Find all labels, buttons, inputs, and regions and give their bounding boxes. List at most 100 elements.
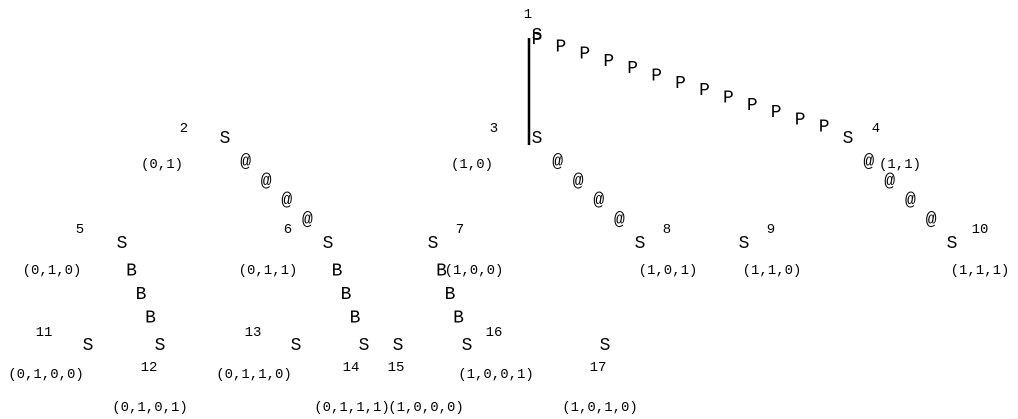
node-address-label: (1,0,0,0) [388,400,464,416]
edge-marker: P [747,96,758,116]
edge-marker: B [136,285,147,305]
edge-marker: P [627,59,638,79]
edge-marker: @ [281,191,292,211]
node-5: S 5 (0,1,0) [23,222,128,279]
edge-marker: @ [240,152,251,172]
node-symbol: S [600,336,611,356]
node-symbol: S [739,234,750,254]
node-14: S 14 (0,1,1,1) [314,336,390,416]
node-9: S 9 (1,1,0) [739,222,802,279]
edge-marker: B [350,309,361,329]
edge-marker: B [453,309,464,329]
node-7: S 7 (1,0,0) [428,222,504,279]
edge-marker: @ [614,211,625,231]
node-number-label: 9 [767,222,775,238]
node-symbol: S [947,234,958,254]
node-address-label: (1,0,0,1) [458,367,534,383]
edge-marker: @ [261,172,272,192]
edge-marker: @ [552,152,563,172]
edge-marker: P [651,67,662,87]
node-10: S 10 (1,1,1) [947,222,1010,279]
node-number-label: 14 [343,360,360,376]
node-number-label: 11 [36,325,53,341]
node-symbol: S [291,336,302,356]
node-13: S 13 (0,1,1,0) [216,325,301,383]
node-17: S 17 (1,0,1,0) [562,336,638,416]
node-number-label: 3 [490,121,498,137]
node-address-label: (1,0) [451,157,493,173]
edge-6-14: BBB [332,262,361,329]
edge-marker: @ [926,211,937,231]
edge-marker: P [723,89,734,109]
node-number-label: 4 [872,121,880,137]
edge-marker: P [771,103,782,123]
node-number-label: 16 [486,325,503,341]
node-symbol: S [462,336,473,356]
node-address-label: (1,0,1,0) [562,400,638,416]
node-8: S 8 (1,0,1) [635,222,698,279]
edge-marker: P [819,118,830,138]
edge-2-6: @ @ @ @ [240,152,313,230]
node-address-label: (1,1,1) [951,263,1010,279]
edge-marker: B [332,262,343,282]
node-number-label: 15 [388,360,405,376]
edge-marker: @ [905,191,916,211]
node-symbol: S [428,234,439,254]
node-3: S 3 (1,0) [451,121,542,173]
node-12: S 12 (0,1,0,1) [112,336,188,416]
node-symbol: S [323,234,334,254]
edge-marker: P [795,110,806,130]
node-symbol: S [532,26,543,46]
node-address-label: (1,0,1) [639,263,698,279]
node-number-label: 17 [590,360,607,376]
edge-marker: B [126,262,137,282]
node-number-label: 7 [456,222,464,238]
node-symbol: S [117,234,128,254]
node-symbol: S [83,336,94,356]
node-number-label: 2 [180,121,188,137]
node-address-label: (0,1) [141,157,183,173]
node-4: S 4 (1,1) [843,121,921,173]
edge-marker: P [579,45,590,65]
edge-marker: B [341,285,352,305]
node-number-label: 6 [284,222,292,238]
edge-marker: @ [593,191,604,211]
edge-marker: B [145,309,156,329]
edge-marker: B [436,262,447,282]
node-number-label: 8 [663,222,671,238]
node-number-label: 12 [141,360,158,376]
node-address-label: (0,1,0,0) [8,367,84,383]
node-address-label: (0,1,1) [239,263,298,279]
node-11: S 11 (0,1,0,0) [8,325,93,383]
node-number-label: 10 [972,222,989,238]
edge-marker: P [699,81,710,101]
node-2: S 2 (0,1) [141,121,230,173]
edge-marker: B [445,285,456,305]
edge-marker: @ [302,211,313,231]
node-15: S 15 (1,0,0,0) [388,336,464,416]
edge-marker: @ [863,152,874,172]
node-address-label: (0,1,0,1) [112,400,188,416]
edge-marker: @ [573,172,584,192]
node-address-label: (0,1,1,0) [216,367,292,383]
node-number-label: 13 [245,325,262,341]
edge-5-12: BBB [126,262,156,329]
node-address-label: (1,0,0) [445,263,504,279]
node-symbol: S [635,234,646,254]
node-symbol: S [843,129,854,149]
edge-3-8: @ @ @ @ [552,152,625,230]
edge-7-16: BBB [436,262,464,329]
node-symbol: S [155,336,166,356]
node-6: S 6 (0,1,1) [239,222,334,279]
node-symbol: S [359,336,370,356]
node-number-label: 1 [524,7,532,23]
edge-marker: P [532,30,543,50]
node-address-label: (1,1,0) [743,263,802,279]
node-address-label: (0,1,1,1) [314,400,390,416]
node-symbol: S [393,336,404,356]
node-number-label: 5 [76,222,84,238]
